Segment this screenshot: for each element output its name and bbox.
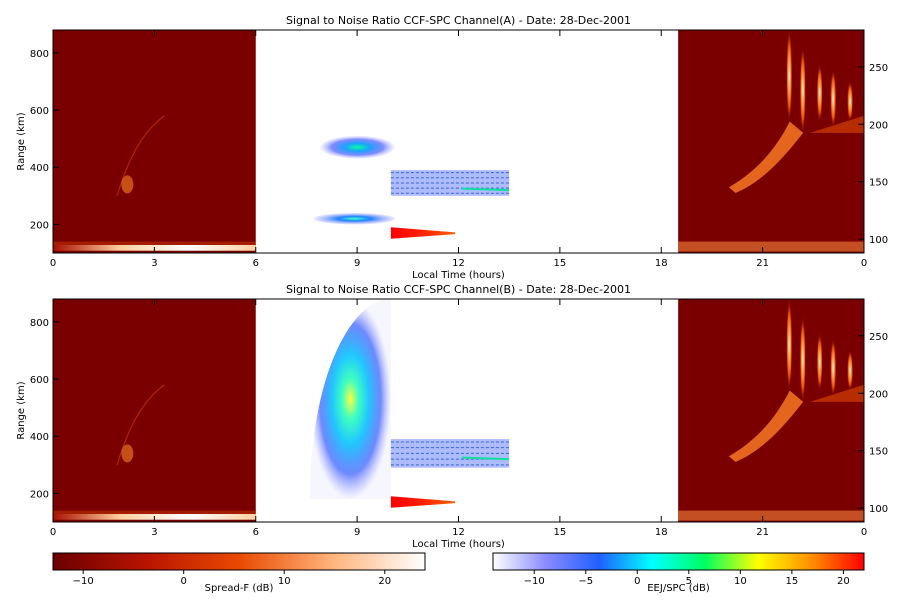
y2-tick-label: 250 bbox=[869, 332, 888, 343]
y-tick-label: 400 bbox=[30, 163, 49, 174]
y-tick-label: 400 bbox=[30, 432, 49, 443]
plume-column bbox=[830, 70, 837, 128]
eej-band bbox=[390, 170, 510, 196]
colorbar-tick-label: 10 bbox=[734, 576, 747, 587]
plume-column bbox=[830, 339, 837, 397]
x-tick-label: 0 bbox=[861, 258, 867, 269]
y2-tick-label: 150 bbox=[869, 447, 888, 458]
y2-tick-label: 200 bbox=[869, 120, 888, 131]
colorbar-eej: −10 −5 0 5 10 15 20 EEJ/SPC (dB) bbox=[492, 552, 865, 594]
x-tick-label: 12 bbox=[452, 527, 465, 538]
spread-f-trace bbox=[116, 384, 165, 465]
y-axis-label: Range (km) bbox=[16, 112, 27, 170]
colorbar-gradient bbox=[52, 552, 426, 571]
colorbar-tick-label: 0 bbox=[181, 576, 187, 587]
colorbar-tick-label: 0 bbox=[634, 576, 640, 587]
eej-echo-strong bbox=[390, 496, 456, 508]
x-tick-label: 3 bbox=[151, 258, 157, 269]
x-tick-label: 9 bbox=[354, 527, 360, 538]
y2-tick-label: 150 bbox=[869, 178, 888, 189]
colorbar-spread-f: −10 0 10 20 Spread-F (dB) bbox=[52, 552, 426, 594]
spread-f-region bbox=[678, 30, 864, 253]
colorbar-tick-label: −10 bbox=[524, 576, 545, 587]
panel-b: 0 3 6 9 12 15 18 21 0 Local Time (hours) 200 400 600… bbox=[16, 283, 888, 550]
spread-f-floor-edge bbox=[53, 241, 256, 245]
x-tick-label: 21 bbox=[756, 258, 769, 269]
eej-band bbox=[390, 439, 510, 468]
colorbar-label: EEJ/SPC (dB) bbox=[647, 583, 710, 594]
eej-band-core bbox=[461, 456, 510, 461]
colorbar-tick-label: 10 bbox=[278, 576, 291, 587]
eej-echo-strong bbox=[390, 227, 456, 239]
y-tick-label: 600 bbox=[30, 375, 49, 386]
plume-echo bbox=[309, 299, 391, 500]
x-tick-label: 0 bbox=[50, 527, 56, 538]
colorbar-tick-label: 20 bbox=[378, 576, 391, 587]
spread-f-region bbox=[53, 30, 256, 253]
plume-edge bbox=[809, 115, 864, 133]
eej-echo bbox=[320, 135, 395, 159]
x-tick-label: 3 bbox=[151, 527, 157, 538]
spread-f-floor-right bbox=[678, 510, 864, 521]
x-tick-label: 6 bbox=[253, 527, 259, 538]
x-tick-label: 6 bbox=[253, 258, 259, 269]
spread-f-region bbox=[678, 299, 864, 522]
plume-edge bbox=[809, 384, 864, 402]
x-tick-label: 15 bbox=[554, 258, 567, 269]
plume-column bbox=[847, 350, 854, 391]
y-tick-label: 800 bbox=[30, 49, 49, 60]
y2-tick-label: 200 bbox=[869, 389, 888, 400]
spread-f-floor-right bbox=[678, 241, 864, 252]
spread-f-patch bbox=[121, 175, 134, 194]
x-axis-label: Local Time (hours) bbox=[412, 539, 505, 550]
colorbar-tick-label: −10 bbox=[73, 576, 94, 587]
panel-a: 0 3 6 9 12 15 18 21 0 Local Time (hours) 200 400 600… bbox=[16, 14, 888, 281]
plume-column bbox=[799, 47, 806, 133]
x-tick-label: 12 bbox=[452, 258, 465, 269]
plume-column bbox=[799, 316, 806, 402]
y2-tick-label: 100 bbox=[869, 504, 888, 515]
plume-base bbox=[728, 390, 804, 462]
spread-f-floor-edge bbox=[53, 510, 256, 514]
plume-column bbox=[816, 333, 823, 391]
colorbar-gradient bbox=[492, 552, 865, 571]
x-tick-label: 15 bbox=[554, 527, 567, 538]
y2-tick-label: 250 bbox=[869, 63, 888, 74]
spread-f-region bbox=[53, 299, 256, 522]
spread-f-patch bbox=[121, 444, 134, 463]
x-axis-label: Local Time (hours) bbox=[412, 270, 505, 281]
plume-column bbox=[786, 30, 793, 122]
colorbar-tick-label: 5 bbox=[686, 576, 692, 587]
x-tick-label: 18 bbox=[655, 258, 668, 269]
y-tick-label: 200 bbox=[30, 489, 49, 500]
plume-column bbox=[847, 81, 854, 122]
x-tick-label: 18 bbox=[655, 527, 668, 538]
y-axis-label: Range (km) bbox=[16, 381, 27, 439]
y-tick-label: 800 bbox=[30, 318, 49, 329]
colorbar-tick-label: 20 bbox=[837, 576, 850, 587]
spread-f-trace bbox=[116, 115, 165, 196]
x-tick-label: 21 bbox=[756, 527, 769, 538]
y-tick-label: 200 bbox=[30, 220, 49, 231]
x-tick-label: 9 bbox=[354, 258, 360, 269]
x-tick-label: 0 bbox=[50, 258, 56, 269]
chart-title: Signal to Noise Ratio CCF-SPC Channel(B)… bbox=[286, 283, 631, 296]
plume-column bbox=[816, 64, 823, 122]
eej-echo bbox=[313, 212, 395, 225]
plume-base bbox=[728, 121, 804, 193]
colorbar-tick-label: −5 bbox=[578, 576, 593, 587]
y2-tick-label: 100 bbox=[869, 235, 888, 246]
chart-title: Signal to Noise Ratio CCF-SPC Channel(A)… bbox=[286, 14, 631, 27]
colorbar-tick-label: 15 bbox=[785, 576, 798, 587]
plume-column bbox=[786, 299, 793, 391]
eej-band-core bbox=[461, 187, 510, 192]
x-tick-label: 0 bbox=[861, 527, 867, 538]
y-tick-label: 600 bbox=[30, 106, 49, 117]
colorbar-label: Spread-F (dB) bbox=[205, 583, 274, 594]
